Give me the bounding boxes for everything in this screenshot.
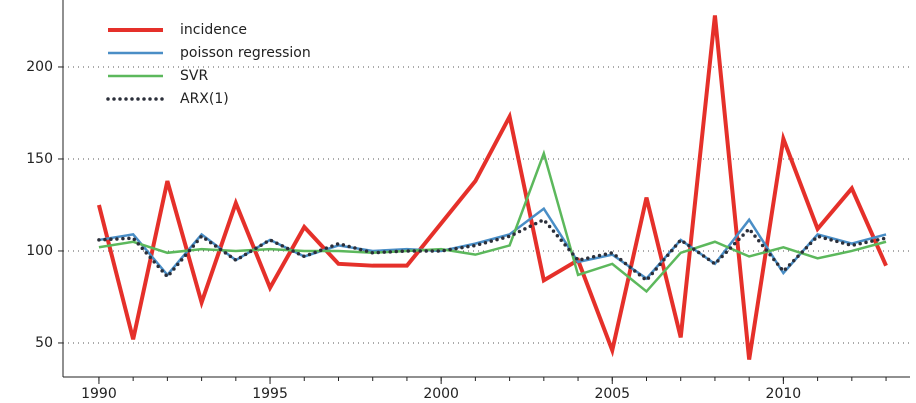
y-tick-label: 200 — [26, 59, 53, 75]
legend-label: SVR — [180, 68, 208, 84]
y-tick-label: 100 — [26, 243, 53, 259]
legend-label: incidence — [180, 22, 247, 38]
series-line — [98, 149, 887, 294]
series-line — [96, 15, 888, 360]
series-line — [97, 217, 888, 283]
legend-label: poisson regression — [180, 45, 311, 61]
x-tick-label: 2005 — [594, 386, 630, 402]
legend-label: ARX(1) — [180, 91, 229, 107]
x-tick-label: 2010 — [766, 386, 802, 402]
x-tick-label: 1995 — [252, 386, 288, 402]
y-tick-label: 50 — [35, 335, 53, 351]
x-tick-label: 2000 — [423, 386, 459, 402]
x-tick-label: 1990 — [81, 386, 117, 402]
y-tick-label: 150 — [26, 151, 53, 167]
